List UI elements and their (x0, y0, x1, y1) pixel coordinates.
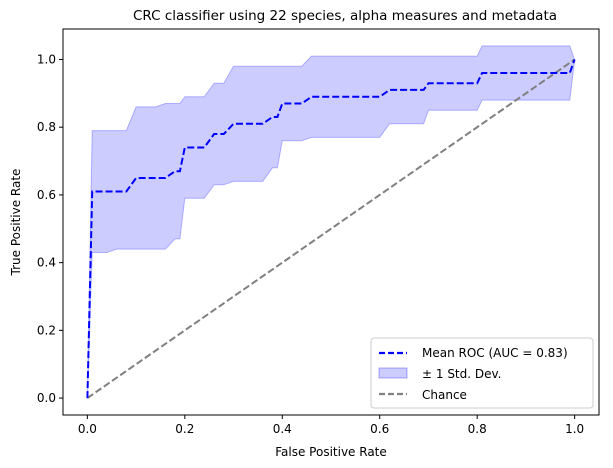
x-axis-label: False Positive Rate (275, 445, 387, 459)
axis-ticks: 0.0 0.2 0.4 0.6 0.8 1.0 0.0 0.2 0.4 0.6 0.8 1.0 (37, 52, 584, 436)
legend-swatch-std-dev (378, 367, 408, 379)
x-tick-label: 0.0 (78, 422, 97, 436)
x-tick-label: 0.8 (468, 422, 487, 436)
legend-label-mean-roc: Mean ROC (AUC = 0.83) (422, 346, 568, 360)
y-tick-label: 1.0 (37, 52, 56, 66)
x-tick-label: 0.6 (370, 422, 389, 436)
plot-area (86, 45, 576, 399)
legend-label-chance: Chance (422, 388, 467, 402)
chance-line (86, 58, 576, 399)
legend: Mean ROC (AUC = 0.83) ± 1 Std. Dev. Chan… (370, 337, 594, 409)
y-tick-label: 0.6 (37, 188, 56, 202)
x-tick-label: 0.2 (175, 422, 194, 436)
plot-frame (62, 28, 600, 416)
y-tick-label: 0.4 (37, 256, 56, 270)
chart-title: CRC classifier using 22 species, alpha m… (133, 8, 557, 24)
y-tick-label: 0.8 (37, 120, 56, 134)
legend-label-std-dev: ± 1 Std. Dev. (422, 367, 502, 381)
mean-roc-line (86, 59, 576, 399)
legend-frame (370, 337, 594, 409)
y-axis-label: True Positive Rate (9, 169, 23, 277)
y-tick-label: 0.2 (37, 323, 56, 337)
x-tick-label: 1.0 (565, 422, 584, 436)
x-tick-label: 0.4 (273, 422, 292, 436)
y-tick-label: 0.0 (37, 391, 56, 405)
